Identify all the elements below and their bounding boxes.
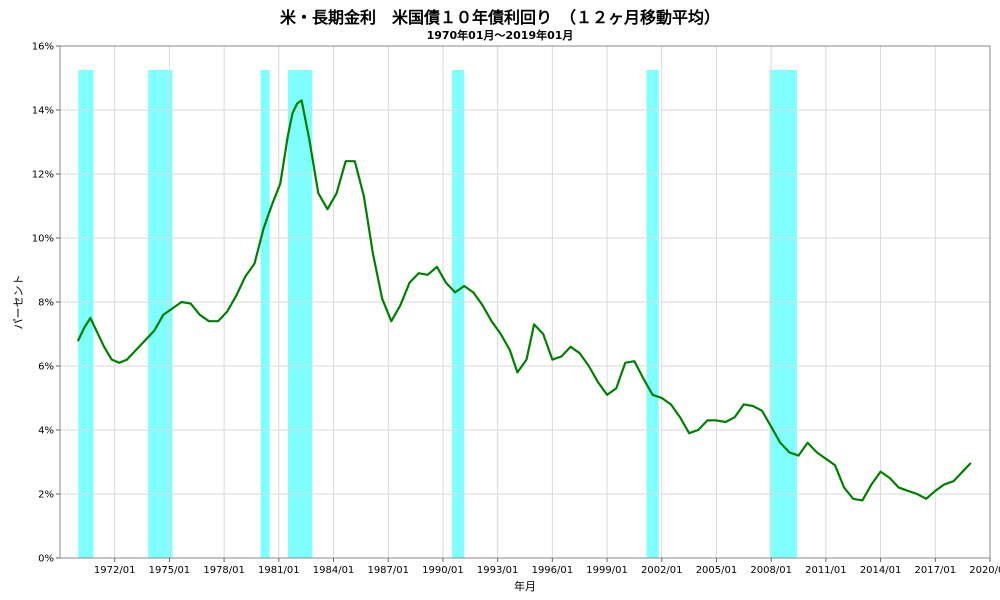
y-tick-label: 8% [38, 298, 54, 309]
recession-band [148, 70, 173, 558]
grid-lines [60, 46, 991, 558]
recession-band [769, 70, 798, 558]
y-axis-ticks: 0% 2% 4% 6% 8% 10% 12% 14% 16% [32, 42, 60, 565]
x-tick-label: 2002/01 [641, 565, 683, 576]
series-lines [77, 99, 972, 502]
x-tick-label: 1972/01 [94, 565, 136, 576]
y-tick-label: 2% [38, 490, 54, 501]
x-tick-label: 1984/01 [313, 565, 355, 576]
y-tick-label: 16% [32, 42, 54, 53]
x-tick-label: 1981/01 [258, 565, 300, 576]
chart-title: 米・長期金利 米国債１０年債利回り （１２ヶ月移動平均） [279, 8, 720, 27]
x-tick-label: 1987/01 [367, 565, 409, 576]
recession-band [78, 70, 94, 558]
x-tick-label: 1993/01 [477, 565, 519, 576]
x-tick-label: 2020/01 [969, 565, 1000, 576]
recession-band [452, 70, 465, 558]
recession-band [287, 70, 313, 558]
recession-band [260, 70, 270, 558]
y-tick-label: 10% [32, 234, 54, 245]
x-tick-label: 1978/01 [203, 565, 245, 576]
recession-shading-group [78, 70, 798, 558]
x-axis-ticks: 1972/01 1975/01 1978/01 1981/01 1984/01 1987/… [94, 558, 1000, 576]
x-tick-label: 1990/01 [422, 565, 464, 576]
series-line [77, 99, 972, 502]
x-tick-label: 1996/01 [532, 565, 574, 576]
chart-subtitle: 1970年01月～2019年01月 [426, 29, 574, 42]
x-tick-label: 2014/01 [860, 565, 902, 576]
recession-band [646, 70, 659, 558]
y-tick-label: 4% [38, 426, 54, 437]
x-tick-label: 1975/01 [149, 565, 191, 576]
x-tick-label: 1999/01 [586, 565, 628, 576]
y-axis-label: パーセント [12, 275, 25, 330]
x-tick-label: 2005/01 [696, 565, 738, 576]
x-tick-label: 2008/01 [750, 565, 792, 576]
y-tick-label: 12% [32, 170, 54, 181]
y-tick-label: 6% [38, 362, 54, 373]
y-tick-label: 14% [32, 106, 54, 117]
y-tick-label: 0% [38, 554, 54, 565]
x-tick-label: 2011/01 [805, 565, 847, 576]
x-tick-label: 2017/01 [915, 565, 957, 576]
x-axis-label: 年月 [514, 579, 536, 593]
